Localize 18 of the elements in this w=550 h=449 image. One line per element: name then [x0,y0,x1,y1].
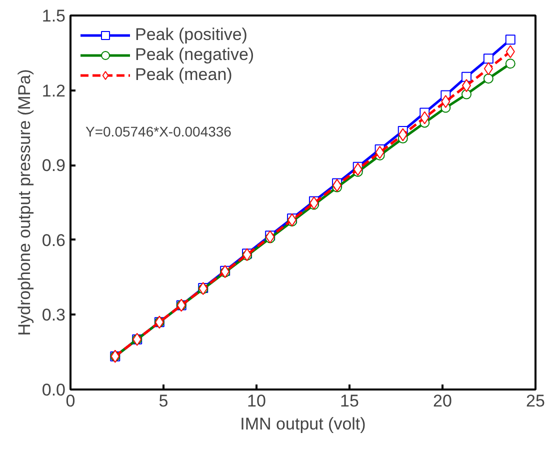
x-tick-label: 5 [158,392,168,410]
x-tick-label: 25 [526,392,545,410]
y-tick-label: 0.0 [42,380,66,400]
x-tick-label: 20 [433,392,452,410]
x-tick-label: 10 [247,392,266,410]
y-tick-label: 0.9 [42,156,66,176]
x-axis-title: IMN output (volt) [240,414,366,434]
y-tick-label: 0.6 [42,230,66,250]
y-tick-label: 1.2 [42,81,66,100]
y-tick-label: 0.3 [42,306,66,325]
x-tick-label: 15 [340,392,359,410]
y-tick-label: 1.5 [42,6,66,26]
x-tick-label: 0 [66,392,76,410]
annotation: Y=0.05746*X-0.004336 [86,124,232,140]
y-axis-title: Hydrophone output pressure (MPa) [14,69,34,336]
legend-label: Peak (positive) [135,25,248,45]
legend-label: Peak (negative) [135,45,254,65]
legend-label: Peak (mean) [135,65,232,85]
